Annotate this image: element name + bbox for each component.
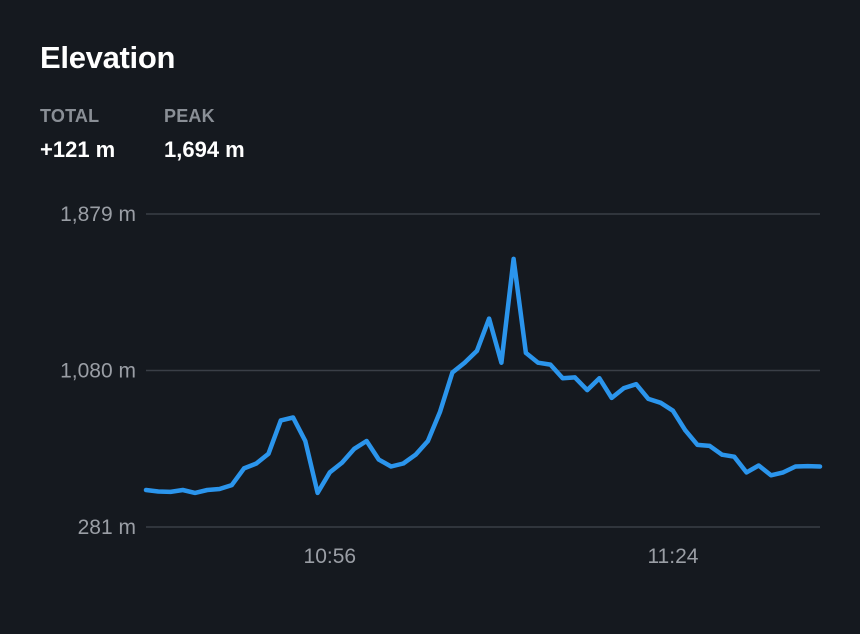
elevation-point bbox=[438, 409, 443, 414]
peak-label: PEAK bbox=[164, 106, 215, 126]
elevation-point bbox=[511, 256, 516, 261]
elevation-point bbox=[315, 490, 320, 495]
elevation-point bbox=[818, 464, 822, 469]
elevation-point bbox=[756, 463, 761, 468]
elevation-point bbox=[536, 360, 541, 365]
elevation-point bbox=[401, 461, 406, 466]
elevation-point bbox=[572, 375, 577, 380]
elevation-point bbox=[646, 396, 651, 401]
grid-lines bbox=[146, 213, 820, 528]
elevation-point bbox=[144, 488, 148, 492]
elevation-point bbox=[720, 452, 724, 457]
elevation-point bbox=[609, 395, 614, 400]
elevation-point bbox=[670, 408, 675, 413]
elevation-point bbox=[364, 439, 369, 443]
elevation-point bbox=[425, 439, 430, 443]
elevation-point bbox=[744, 470, 749, 475]
elevation-point bbox=[376, 457, 381, 462]
elevation-point bbox=[254, 461, 259, 466]
total-label: TOTAL bbox=[40, 106, 100, 126]
elevation-point bbox=[229, 483, 234, 488]
elevation-point bbox=[389, 464, 394, 469]
elevation-point bbox=[585, 388, 590, 393]
elevation-point bbox=[450, 370, 455, 375]
x-tick-label: 10:56 bbox=[304, 545, 357, 568]
elevation-point bbox=[278, 418, 283, 423]
peak-value: 1,694 m bbox=[164, 137, 245, 162]
elevation-point bbox=[658, 400, 663, 405]
elevation-point bbox=[548, 362, 553, 367]
elevation-point bbox=[205, 488, 210, 492]
total-stat: TOTAL +121 m bbox=[40, 106, 115, 163]
elevation-point bbox=[180, 488, 185, 492]
x-axis-ticks: 10:56 11:24 bbox=[304, 545, 699, 568]
elevation-point bbox=[732, 454, 737, 459]
total-value: +121 m bbox=[40, 137, 116, 162]
peak-stat: PEAK 1,694 m bbox=[164, 106, 245, 163]
elevation-point bbox=[683, 428, 688, 433]
elevation-line bbox=[143, 256, 823, 496]
elevation-point bbox=[695, 442, 700, 447]
elevation-point bbox=[499, 360, 504, 365]
elevation-point bbox=[266, 451, 271, 456]
elevation-point bbox=[242, 466, 246, 471]
elevation-point bbox=[597, 376, 602, 381]
elevation-point bbox=[303, 439, 308, 443]
elevation-point bbox=[560, 376, 565, 381]
y-tick-label: 1,080 m bbox=[60, 360, 136, 383]
elevation-point bbox=[781, 470, 786, 475]
elevation-point bbox=[168, 489, 173, 494]
elevation-point bbox=[805, 464, 810, 469]
y-tick-label: 281 m bbox=[78, 516, 136, 539]
elevation-point bbox=[707, 443, 712, 448]
elevation-point bbox=[621, 386, 626, 391]
elevation-point bbox=[327, 470, 332, 475]
series-layer bbox=[143, 256, 823, 496]
elevation-point bbox=[793, 464, 798, 469]
elevation-point bbox=[634, 382, 639, 387]
y-axis-ticks: 281 m 1,080 m 1,879 m bbox=[60, 203, 136, 539]
elevation-point bbox=[462, 360, 467, 365]
elevation-point bbox=[156, 489, 161, 494]
elevation-point bbox=[474, 348, 479, 353]
elevation-point bbox=[291, 415, 296, 420]
x-tick-label: 11:24 bbox=[647, 545, 698, 568]
elevation-point bbox=[523, 350, 528, 355]
elevation-point bbox=[487, 316, 492, 321]
elevation-point bbox=[193, 490, 197, 495]
elevation-point bbox=[413, 452, 418, 457]
elevation-point bbox=[217, 487, 222, 491]
y-tick-label: 1,879 m bbox=[60, 203, 136, 226]
elevation-point bbox=[340, 460, 345, 465]
page-title: Elevation bbox=[40, 40, 176, 75]
elevation-point bbox=[352, 446, 357, 451]
elevation-point bbox=[769, 473, 773, 478]
